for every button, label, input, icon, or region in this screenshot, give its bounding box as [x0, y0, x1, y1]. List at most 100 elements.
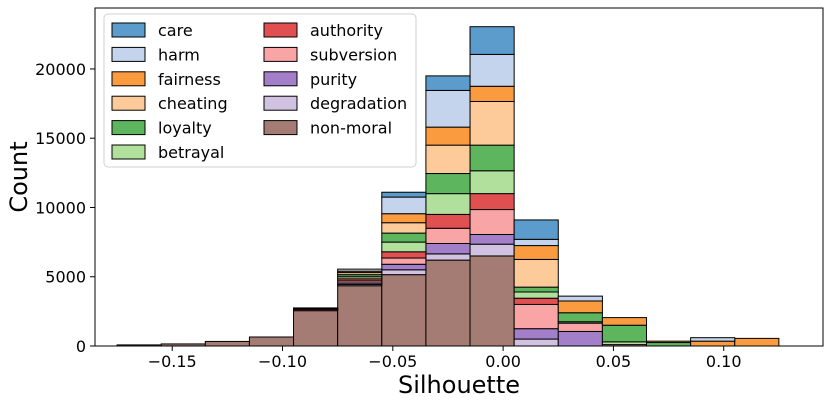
- y-axis-ticks: 0 5000 10000 15000 20000: [35, 60, 95, 356]
- legend-swatch: [111, 120, 146, 136]
- legend-label: harm: [158, 45, 200, 64]
- x-tick-label: −0.15: [148, 352, 197, 371]
- legend-item-purity: purity: [263, 70, 357, 89]
- bar-fairness-bin-10: [557, 300, 603, 314]
- legend-item-subversion: subversion: [263, 45, 397, 64]
- series-care: [381, 26, 559, 240]
- bar-harm-bin-6: [381, 196, 427, 215]
- bar-harm-bin-7: [425, 89, 471, 128]
- legend-item-cheating: cheating: [111, 94, 228, 113]
- y-tick-label: 10000: [35, 198, 86, 217]
- bar-authority-bin-9: [513, 297, 559, 305]
- bar-care-bin-6: [381, 191, 427, 198]
- legend-label: authority: [310, 21, 383, 40]
- legend-swatch: [263, 46, 298, 62]
- y-tick-label: 20000: [35, 60, 86, 79]
- bar-harm-bin-13: [690, 337, 736, 342]
- bar-fairness-bin-14: [734, 337, 780, 347]
- legend-swatch: [263, 95, 298, 111]
- legend-swatch: [111, 22, 146, 38]
- bar-subversion-bin-7: [425, 227, 471, 244]
- bar-non-moral-bin-3: [248, 336, 295, 347]
- bars-layer: [116, 26, 780, 347]
- bar-loyalty-bin-7: [425, 173, 471, 195]
- legend-label: degradation: [310, 94, 407, 113]
- legend-label: subversion: [310, 45, 397, 64]
- bar-fairness-bin-13: [690, 340, 736, 347]
- x-tick-label: −0.10: [258, 352, 307, 371]
- bar-non-moral-bin-4: [293, 310, 339, 347]
- legend-item-loyalty: loyalty: [111, 119, 212, 138]
- y-axis-label: Count: [5, 141, 33, 212]
- series-subversion: [337, 209, 648, 347]
- legend-frame: [103, 13, 417, 168]
- bar-fairness-bin-8: [469, 85, 515, 103]
- legend-label: purity: [310, 70, 357, 89]
- bar-non-moral-bin-7: [425, 259, 471, 347]
- bar-care-bin-9: [513, 219, 559, 240]
- bar-loyalty-bin-11: [601, 324, 648, 343]
- bar-subversion-bin-9: [513, 303, 559, 330]
- x-tick-label: 0.05: [596, 352, 632, 371]
- legend: care harm fairness cheating loyalty betrayal a…: [103, 13, 417, 168]
- bar-harm-bin-9: [513, 238, 559, 247]
- bar-betrayal-bin-6: [381, 241, 427, 253]
- bar-purity-bin-8: [469, 233, 515, 245]
- legend-swatch: [263, 120, 298, 136]
- legend-label: loyalty: [158, 119, 212, 138]
- bar-purity-bin-7: [425, 242, 471, 255]
- legend-swatch: [111, 46, 146, 62]
- y-tick-label: 15000: [35, 129, 86, 148]
- legend-items: care harm fairness cheating loyalty betrayal a…: [111, 21, 407, 162]
- series-harm: [337, 53, 736, 342]
- bar-betrayal-bin-8: [469, 170, 515, 195]
- bar-care-bin-7: [425, 75, 471, 91]
- x-tick-label: 0.00: [485, 352, 521, 371]
- bar-non-moral-bin-6: [381, 274, 427, 347]
- x-axis-label: Silhouette: [398, 371, 520, 399]
- series-loyalty: [293, 144, 692, 347]
- legend-swatch: [111, 95, 146, 111]
- y-tick-label: 0: [76, 337, 86, 356]
- bar-subversion-bin-10: [557, 322, 603, 332]
- legend-label: fairness: [158, 70, 221, 89]
- bar-loyalty-bin-4: [293, 307, 339, 310]
- x-axis-ticks: −0.15 −0.10 −0.05 0.00 0.05 0.10: [148, 346, 742, 371]
- bar-cheating-bin-8: [469, 101, 515, 146]
- bar-cheating-bin-9: [513, 258, 559, 288]
- series-cheating: [337, 101, 559, 288]
- bar-loyalty-bin-12: [646, 342, 692, 347]
- plot-frame: [94, 7, 824, 347]
- legend-item-care: care: [111, 21, 193, 40]
- bar-harm-bin-8: [469, 53, 515, 87]
- legend-item-authority: authority: [263, 21, 383, 40]
- bar-authority-bin-8: [469, 193, 515, 211]
- legend-swatch: [263, 71, 298, 87]
- bar-harm-bin-5: [337, 268, 383, 272]
- legend-label: care: [158, 21, 193, 40]
- legend-swatch: [263, 22, 298, 38]
- legend-swatch: [111, 144, 146, 160]
- x-tick-label: −0.05: [368, 352, 417, 371]
- bar-purity-bin-9: [513, 328, 559, 340]
- legend-item-degradation: degradation: [263, 94, 407, 113]
- legend-label: cheating: [158, 94, 228, 113]
- legend-item-betrayal: betrayal: [111, 143, 224, 162]
- legend-item-harm: harm: [111, 45, 200, 64]
- x-tick-label: 0.10: [706, 352, 742, 371]
- bar-cheating-bin-6: [381, 222, 427, 234]
- bar-purity-bin-6: [381, 263, 427, 271]
- legend-swatch: [111, 71, 146, 87]
- legend-label: betrayal: [158, 143, 224, 162]
- bar-betrayal-bin-9: [513, 291, 559, 299]
- legend-item-non-moral: non-moral: [263, 119, 392, 138]
- bar-fairness-bin-9: [513, 245, 559, 260]
- bar-loyalty-bin-6: [381, 232, 427, 243]
- y-tick-label: 5000: [45, 268, 86, 287]
- bar-fairness-bin-6: [381, 213, 427, 224]
- bar-cheating-bin-7: [425, 144, 471, 175]
- series-non-moral: [116, 255, 515, 347]
- bar-fairness-bin-7: [425, 126, 471, 146]
- bar-fairness-bin-11: [601, 317, 648, 326]
